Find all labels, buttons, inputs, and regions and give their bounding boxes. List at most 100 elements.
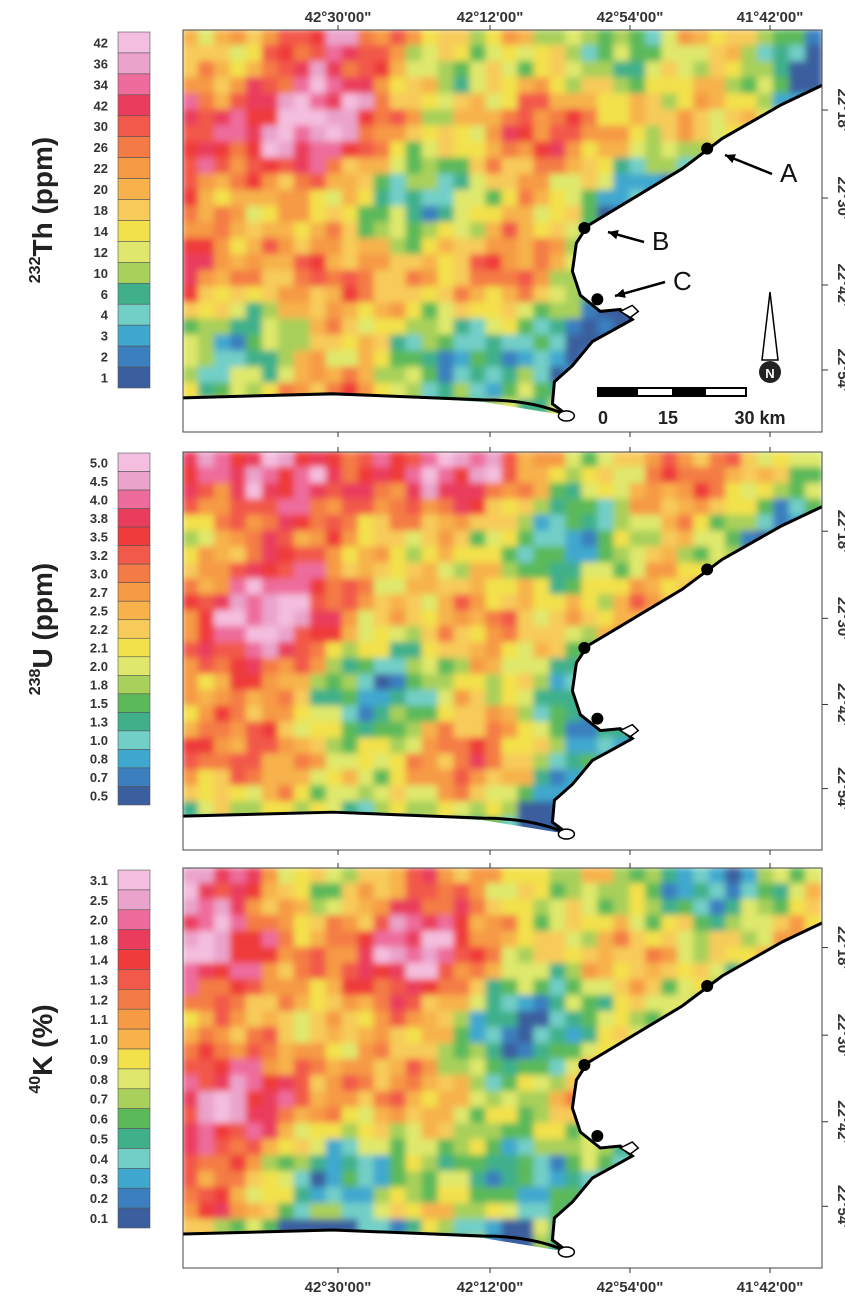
raster-cell: [358, 753, 376, 771]
raster-cell: [549, 1059, 567, 1077]
raster-cell: [406, 125, 424, 143]
raster-cell: [629, 578, 647, 596]
raster-cell: [230, 738, 248, 756]
raster-cell: [517, 963, 535, 981]
raster-cell: [517, 483, 535, 501]
raster-cell: [438, 499, 456, 517]
raster-cell: [182, 61, 200, 79]
raster-cell: [502, 483, 520, 501]
raster-cell: [565, 335, 583, 353]
raster-cell: [517, 642, 535, 660]
raster-cell: [390, 483, 408, 501]
raster-cell: [198, 158, 216, 176]
raster-cell: [326, 174, 344, 192]
raster-cell: [613, 915, 631, 933]
raster-cell: [486, 109, 504, 127]
raster-cell: [278, 1091, 296, 1109]
raster-cell: [565, 93, 583, 111]
raster-cell: [677, 142, 695, 160]
raster-cell: [310, 883, 328, 901]
raster-cell: [422, 351, 440, 369]
raster-cell: [549, 1155, 567, 1173]
raster-cell: [502, 995, 520, 1013]
raster-cell: [805, 29, 823, 47]
raster-cell: [342, 125, 360, 143]
raster-cell: [230, 899, 248, 917]
raster-cell: [390, 238, 408, 256]
raster-cell: [502, 899, 520, 917]
raster-cell: [310, 125, 328, 143]
raster-cell: [406, 738, 424, 756]
raster-cell: [645, 578, 663, 596]
raster-cell: [374, 995, 392, 1013]
raster-cell: [374, 77, 392, 95]
raster-cell: [470, 302, 488, 320]
raster-cell: [517, 125, 535, 143]
raster-cell: [757, 899, 775, 917]
raster-cell: [741, 467, 759, 485]
raster-cell: [326, 1155, 344, 1173]
raster-cell: [709, 947, 727, 965]
raster-cell: [390, 658, 408, 676]
raster-cell: [454, 483, 472, 501]
raster-cell: [565, 722, 583, 740]
raster-cell: [278, 594, 296, 612]
raster-cell: [374, 674, 392, 692]
raster-cell: [661, 93, 679, 111]
raster-cell: [422, 610, 440, 628]
raster-cell: [214, 351, 232, 369]
raster-cell: [278, 483, 296, 501]
raster-cell: [294, 626, 312, 644]
raster-cell: [262, 174, 280, 192]
raster-cell: [390, 302, 408, 320]
raster-cell: [470, 270, 488, 288]
raster-cell: [214, 1043, 232, 1061]
raster-cell: [486, 286, 504, 304]
raster-cell: [597, 963, 615, 981]
raster-cell: [342, 1059, 360, 1077]
raster-cell: [262, 1155, 280, 1173]
raster-cell: [438, 769, 456, 787]
raster-cell: [581, 594, 599, 612]
raster-cell: [342, 109, 360, 127]
raster-cell: [517, 915, 535, 933]
raster-cell: [470, 109, 488, 127]
raster-cell: [565, 947, 583, 965]
raster-cell: [661, 515, 679, 533]
raster-cell: [230, 318, 248, 336]
raster-cell: [182, 706, 200, 724]
raster-cell: [342, 302, 360, 320]
raster-cell: [613, 578, 631, 596]
legend-label: 0.8: [90, 1072, 108, 1087]
raster-cell: [310, 286, 328, 304]
raster-cell: [406, 594, 424, 612]
raster-cell: [757, 499, 775, 517]
raster-cell: [326, 1011, 344, 1029]
site-dot: [591, 713, 603, 725]
raster-cell: [374, 1203, 392, 1221]
raster-cell: [406, 467, 424, 485]
raster-cell: [406, 1171, 424, 1189]
raster-cell: [390, 270, 408, 288]
raster-cell: [470, 1155, 488, 1173]
raster-cell: [454, 674, 472, 692]
raster-cell: [294, 254, 312, 272]
raster-cell: [517, 785, 535, 803]
raster-cell: [581, 190, 599, 208]
raster-cell: [342, 626, 360, 644]
raster-cell: [390, 109, 408, 127]
raster-cell: [406, 499, 424, 517]
raster-cell: [246, 451, 264, 469]
raster-cell: [406, 77, 424, 95]
raster-cell: [246, 1075, 264, 1093]
raster-cell: [390, 351, 408, 369]
raster-cell: [262, 1107, 280, 1125]
raster-cell: [549, 899, 567, 917]
raster-cell: [549, 706, 567, 724]
raster-cell: [358, 979, 376, 997]
raster-cell: [278, 238, 296, 256]
raster-cell: [406, 190, 424, 208]
raster-cell: [725, 515, 743, 533]
raster-cell: [454, 562, 472, 580]
raster-cell: [517, 1219, 535, 1237]
